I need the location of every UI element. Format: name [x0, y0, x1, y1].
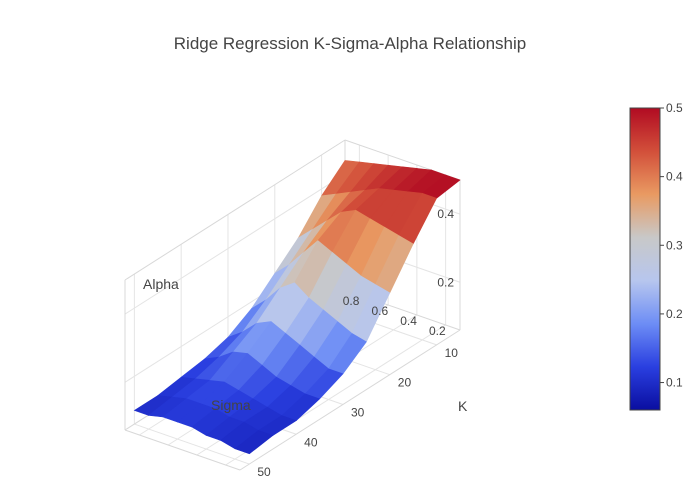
- x-tick-label: 30: [351, 405, 365, 419]
- x-tick-label: 50: [257, 465, 271, 479]
- axis-edge: [239, 329, 461, 471]
- z-axis-title: Alpha: [143, 276, 179, 292]
- x-tick-label: 20: [398, 376, 412, 390]
- grid-line: [124, 173, 346, 315]
- axis-ticks: 10 20 30 40 50 0.2 0.4 0.6 0.8 0.2 0.4: [257, 207, 458, 479]
- colorbar-gradient: [629, 107, 661, 411]
- axis-edge: [124, 139, 346, 281]
- colorbar-tick-label: 0.2: [666, 307, 683, 321]
- y-tick-label: 0.4: [400, 314, 417, 328]
- y-tick-label: 0.2: [429, 324, 446, 338]
- surface-plot: [133, 160, 461, 455]
- surface-patch: [234, 430, 274, 455]
- x-tick-label: 10: [445, 346, 459, 360]
- y-tick-label: 0.8: [343, 294, 360, 308]
- x-tick-label: 40: [304, 435, 318, 449]
- x-axis-title: K: [458, 398, 468, 414]
- y-tick-label: 0.6: [371, 304, 388, 318]
- axis-edge: [124, 429, 241, 471]
- chart-title: Ridge Regression K-Sigma-Alpha Relations…: [173, 34, 527, 53]
- colorbar-tick-label: 0.3: [666, 238, 683, 252]
- colorbar-tick-label: 0.4: [666, 170, 683, 184]
- y-axis-title: Sigma: [211, 397, 251, 413]
- grid-line: [134, 423, 250, 465]
- colorbar-tick-label: 0.1: [666, 376, 683, 390]
- colorbar: 0.1 0.2 0.3 0.4 0.5: [629, 101, 683, 411]
- z-tick-label: 0.4: [437, 207, 454, 221]
- colorbar-tick-label: 0.5: [666, 101, 683, 115]
- colorbar-ticks: 0.1 0.2 0.3 0.4 0.5: [660, 101, 683, 390]
- z-tick-label: 0.2: [437, 275, 454, 289]
